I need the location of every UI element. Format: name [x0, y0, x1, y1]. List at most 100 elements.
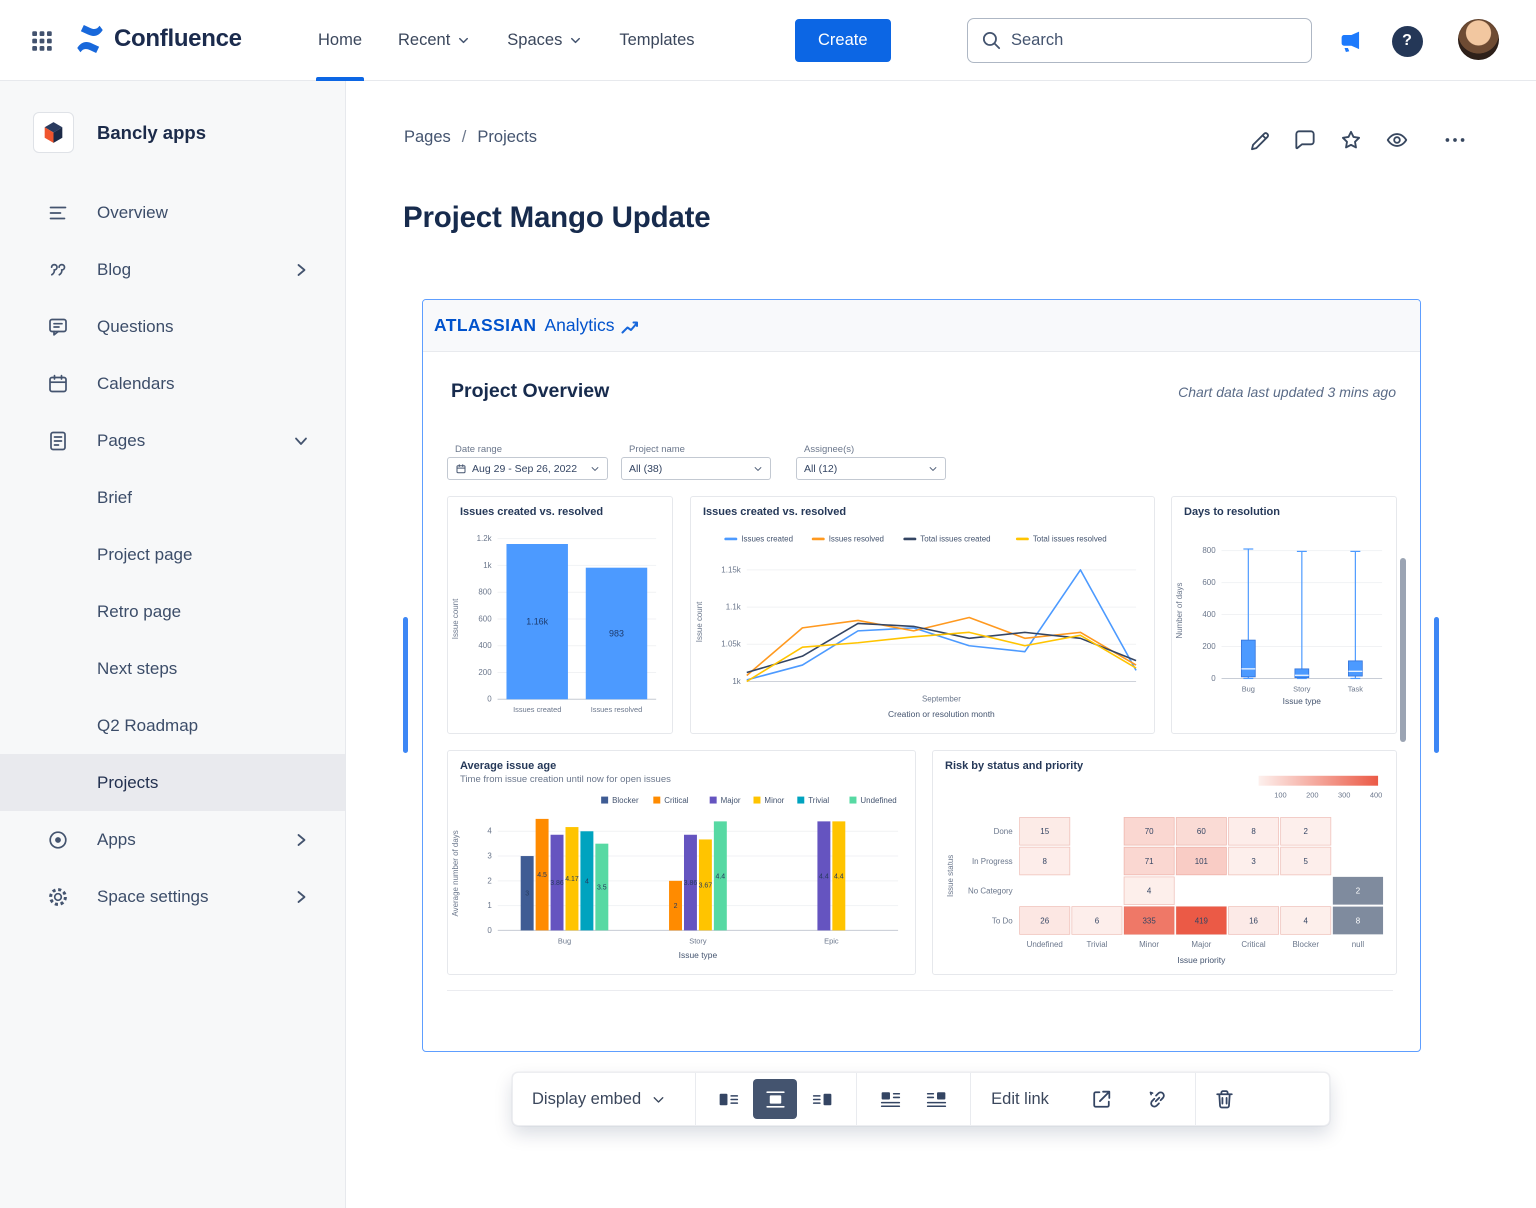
delete-button[interactable] [1208, 1082, 1242, 1116]
svg-text:Issues resolved: Issues resolved [829, 535, 884, 544]
search-input[interactable] [1011, 31, 1298, 50]
nav-home[interactable]: Home [300, 0, 380, 81]
edit-page-button[interactable] [1245, 126, 1272, 153]
sidebar-page-brief[interactable]: Brief [97, 487, 132, 507]
svg-text:26: 26 [1040, 916, 1049, 925]
chevron-down-icon [653, 1096, 664, 1103]
app-switcher-icon[interactable] [29, 28, 55, 54]
svg-text:Undefined: Undefined [860, 796, 896, 805]
sidebar-item-pages[interactable]: Pages [0, 412, 345, 469]
average-issue-age-card: Average issue age Time from issue creati… [447, 750, 916, 975]
search-bar[interactable] [967, 18, 1312, 63]
search-icon [982, 31, 1001, 50]
confluence-mark-icon [77, 24, 103, 54]
chart-subtitle: Time from issue creation until now for o… [460, 774, 671, 785]
sidebar-page-project-page[interactable]: Project page [97, 544, 193, 564]
page-content: Pages / Projects [347, 81, 1536, 1208]
space-header[interactable]: Bancly apps [33, 112, 206, 153]
sidebar-page-retro-page[interactable]: Retro page [97, 601, 182, 621]
user-avatar[interactable] [1458, 19, 1499, 60]
create-button[interactable]: Create [795, 19, 891, 62]
svg-text:4.5: 4.5 [537, 872, 547, 879]
help-button[interactable]: ? [1390, 24, 1424, 58]
sidebar-item-space-settings[interactable]: Space settings [0, 868, 345, 925]
open-in-new-icon [1093, 1090, 1111, 1108]
nav-templates[interactable]: Templates [619, 31, 695, 49]
date-range-select[interactable]: Aug 29 - Sep 26, 2022 [447, 457, 608, 480]
megaphone-icon [1341, 31, 1359, 52]
svg-text:800: 800 [478, 588, 492, 597]
confluence-logo[interactable]: Confluence [73, 22, 242, 56]
resize-handle-right[interactable] [1434, 617, 1439, 753]
svg-text:Epic: Epic [824, 936, 839, 945]
svg-text:3.5: 3.5 [597, 885, 607, 892]
sidebar-page-next-steps[interactable]: Next steps [97, 658, 178, 678]
svg-text:Issue type: Issue type [1283, 696, 1322, 706]
chevron-right-icon [291, 260, 311, 280]
wrap-left-button[interactable] [873, 1082, 907, 1116]
align-center-button[interactable] [753, 1079, 798, 1119]
assignees-select[interactable]: All (12) [796, 457, 946, 480]
svg-text:4.4: 4.4 [819, 873, 829, 880]
announcements-button[interactable] [1332, 24, 1366, 58]
open-link-button[interactable] [1085, 1082, 1119, 1116]
svg-text:Blocker: Blocker [612, 796, 639, 805]
svg-text:1k: 1k [483, 561, 491, 570]
blog-quote-icon [46, 258, 70, 282]
questions-icon [46, 315, 70, 339]
more-actions-button[interactable] [1441, 126, 1468, 153]
chart-title: Issues created vs. resolved [703, 506, 847, 518]
watch-button[interactable] [1383, 126, 1410, 153]
svg-text:800: 800 [1202, 546, 1216, 555]
svg-text:200: 200 [478, 668, 492, 677]
display-embed-menu[interactable]: Display embed [526, 1090, 673, 1109]
svg-text:200: 200 [1306, 791, 1318, 800]
align-left-button[interactable] [711, 1082, 745, 1116]
gear-icon [46, 885, 70, 909]
embed-scrollbar[interactable] [1400, 558, 1406, 742]
resize-handle-left[interactable] [403, 617, 408, 753]
wrap-right-button[interactable] [919, 1082, 953, 1116]
embed-divider [447, 990, 1393, 991]
nav-recent[interactable]: Recent [380, 0, 489, 81]
svg-text:600: 600 [478, 614, 492, 623]
svg-text:2: 2 [487, 876, 492, 885]
breadcrumb-pages[interactable]: Pages [404, 128, 451, 146]
chevron-down-icon [591, 466, 599, 471]
unlink-button[interactable] [1141, 1082, 1175, 1116]
svg-text:Done: Done [994, 827, 1014, 836]
breadcrumb-projects[interactable]: Projects [477, 128, 537, 146]
svg-text:In Progress: In Progress [972, 857, 1013, 866]
sidebar-page-q2-roadmap[interactable]: Q2 Roadmap [97, 715, 199, 735]
heatmap-chart: 100 200 300 400 Done In Progress No Category To… [946, 775, 1384, 965]
svg-text:Issue count: Issue count [451, 598, 460, 639]
svg-text:Trivial: Trivial [1086, 940, 1107, 949]
svg-text:4: 4 [1147, 887, 1152, 896]
sidebar-item-overview[interactable]: Overview [0, 184, 345, 241]
risk-heatmap-card: Risk by status and priority 100 200 300 400… [932, 750, 1397, 975]
sidebar-item-questions[interactable]: Questions [0, 298, 345, 355]
sidebar-item-blog[interactable]: Blog [0, 241, 345, 298]
star-button[interactable] [1337, 126, 1364, 153]
embed-header: ATLASSIAN Analytics [423, 300, 1420, 352]
sidebar-item-calendars[interactable]: Calendars [0, 355, 345, 412]
align-right-button[interactable] [805, 1082, 839, 1116]
edit-link-button[interactable]: Edit link [985, 1090, 1055, 1109]
comment-button[interactable] [1291, 126, 1318, 153]
svg-text:Issue status: Issue status [946, 855, 955, 897]
svg-text:100: 100 [1274, 791, 1286, 800]
days-to-resolution-card: Days to resolution 0 200 400 600 800 Bug Story… [1171, 496, 1397, 734]
nav-spaces[interactable]: Spaces [489, 0, 601, 81]
align-right-icon [812, 1093, 831, 1105]
top-navigation: Confluence Home Recent Spaces Templates … [0, 0, 1536, 81]
sidebar-page-projects[interactable]: Projects [0, 754, 345, 811]
sidebar-item-apps[interactable]: Apps [0, 811, 345, 868]
svg-text:Number of days: Number of days [1175, 583, 1184, 639]
project-name-select[interactable]: All (38) [621, 457, 771, 480]
analytics-embed[interactable]: ATLASSIAN Analytics Project Overview Cha… [422, 299, 1421, 1052]
svg-text:Undefined: Undefined [1027, 940, 1063, 949]
svg-text:Task: Task [1348, 684, 1364, 693]
chart-title: Days to resolution [1184, 506, 1280, 518]
svg-text:Trivial: Trivial [808, 796, 829, 805]
svg-text:8: 8 [1356, 916, 1361, 925]
